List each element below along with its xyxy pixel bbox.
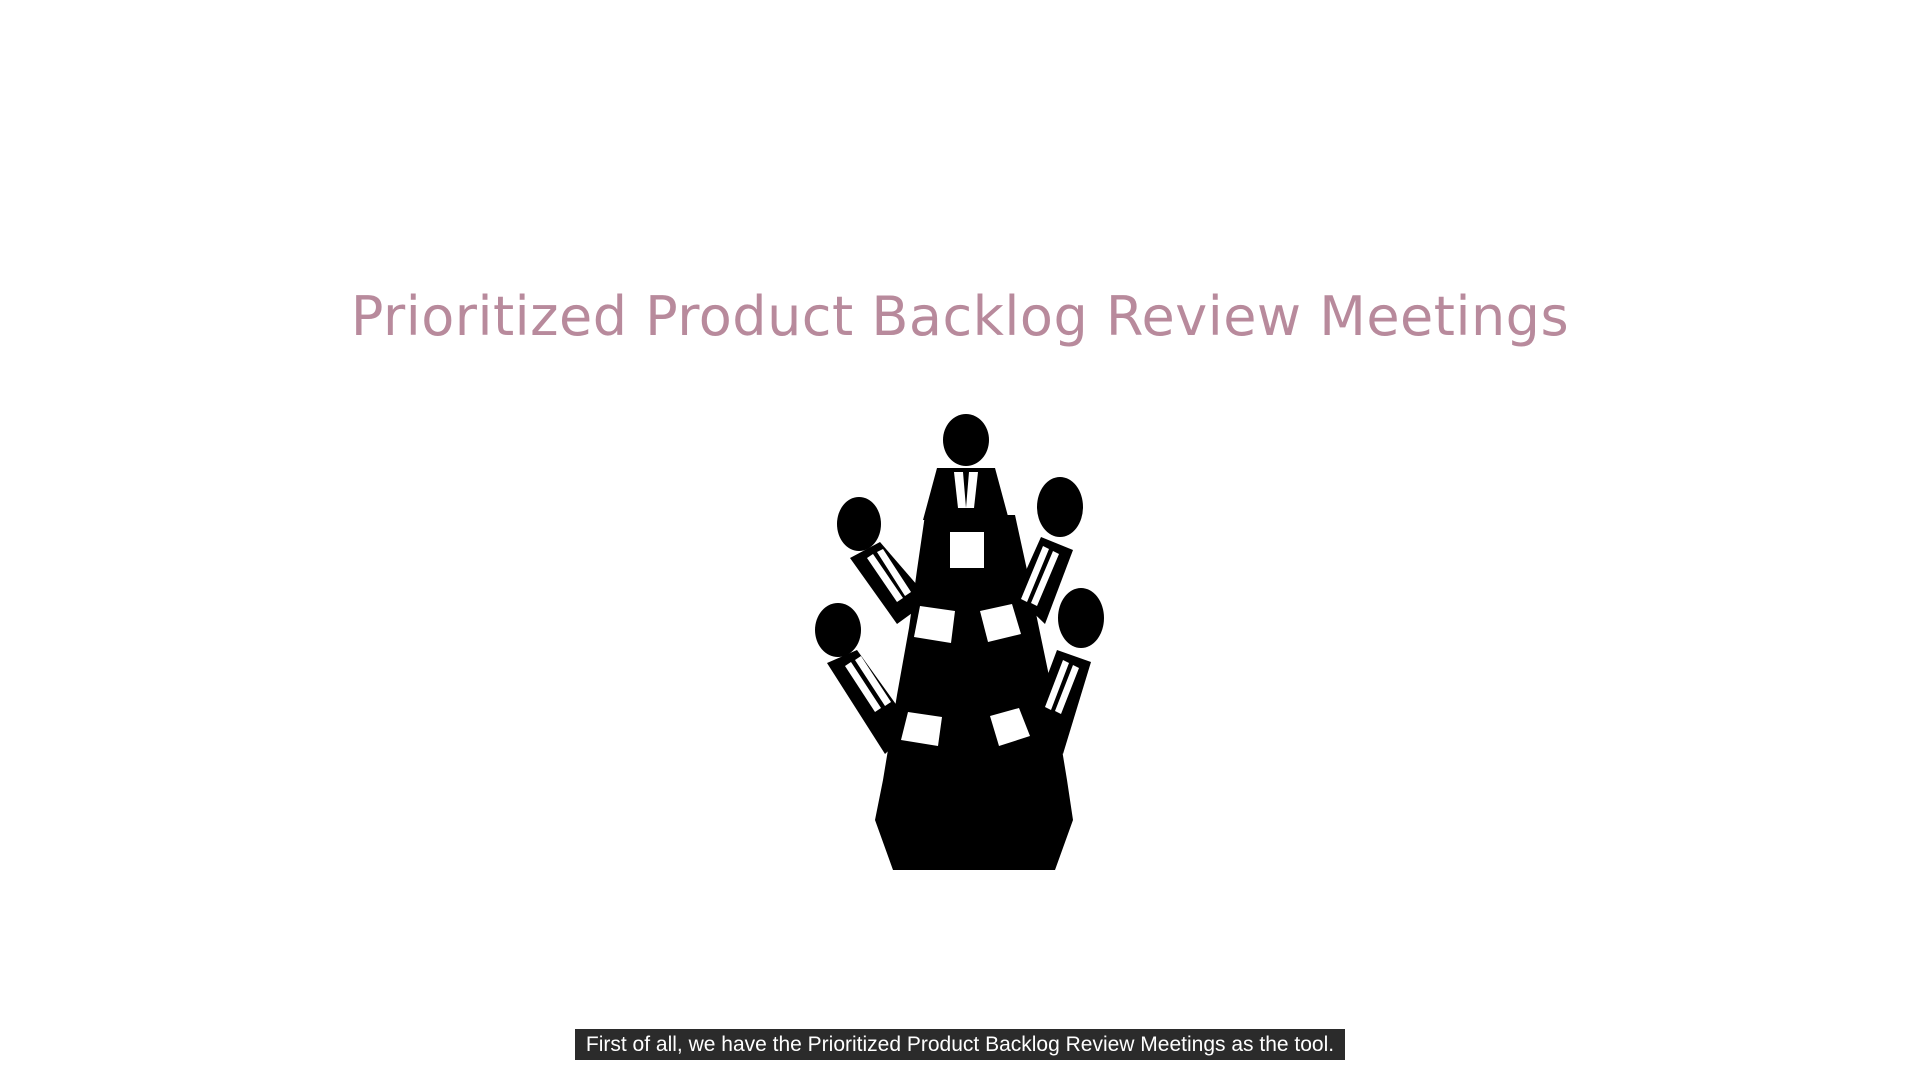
- paper: [950, 532, 984, 568]
- person-head-top: [943, 414, 989, 466]
- caption-text: First of all, we have the Prioritized Pr…: [574, 1029, 1346, 1060]
- subtitle-caption: First of all, we have the Prioritized Pr…: [0, 1029, 1920, 1060]
- person-head-lower-right: [1058, 588, 1104, 648]
- person-head-upper-right: [1037, 477, 1083, 537]
- meeting-table-people-icon: [815, 414, 1104, 870]
- person-head-lower-left: [815, 603, 861, 657]
- person-head-upper-left: [837, 497, 881, 551]
- person-body-top: [923, 468, 1009, 520]
- paper: [980, 604, 1021, 642]
- paper: [901, 712, 942, 746]
- paper: [990, 708, 1030, 746]
- paper: [914, 606, 955, 643]
- conference-table: [875, 515, 1073, 870]
- slide-title: Prioritized Product Backlog Review Meeti…: [350, 285, 1570, 348]
